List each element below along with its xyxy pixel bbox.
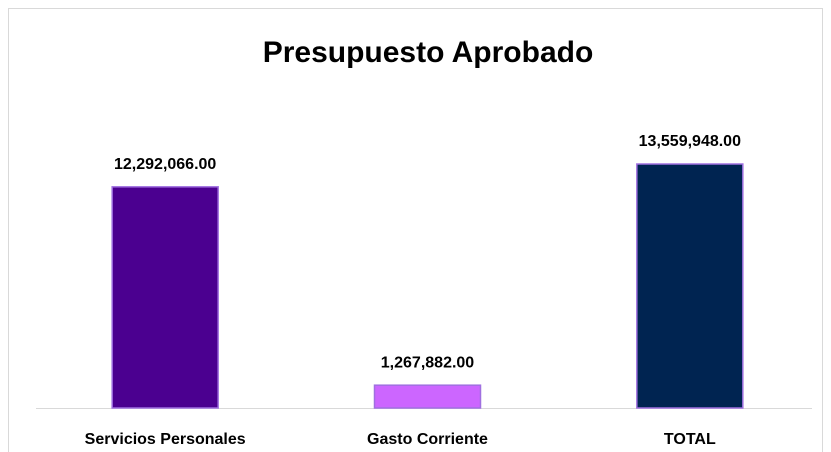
x-tick-label: Gasto Corriente (367, 431, 488, 448)
data-label: 12,292,066.00 (114, 156, 216, 173)
bar (111, 186, 219, 409)
bar (373, 384, 482, 409)
data-label: 13,559,948.00 (639, 133, 741, 150)
chart-title: Presupuesto Aprobado (263, 36, 594, 69)
x-tick-label: TOTAL (664, 431, 716, 448)
data-label: 1,267,882.00 (381, 354, 475, 371)
bar (636, 163, 744, 409)
x-tick-label: Servicios Personales (85, 431, 246, 448)
